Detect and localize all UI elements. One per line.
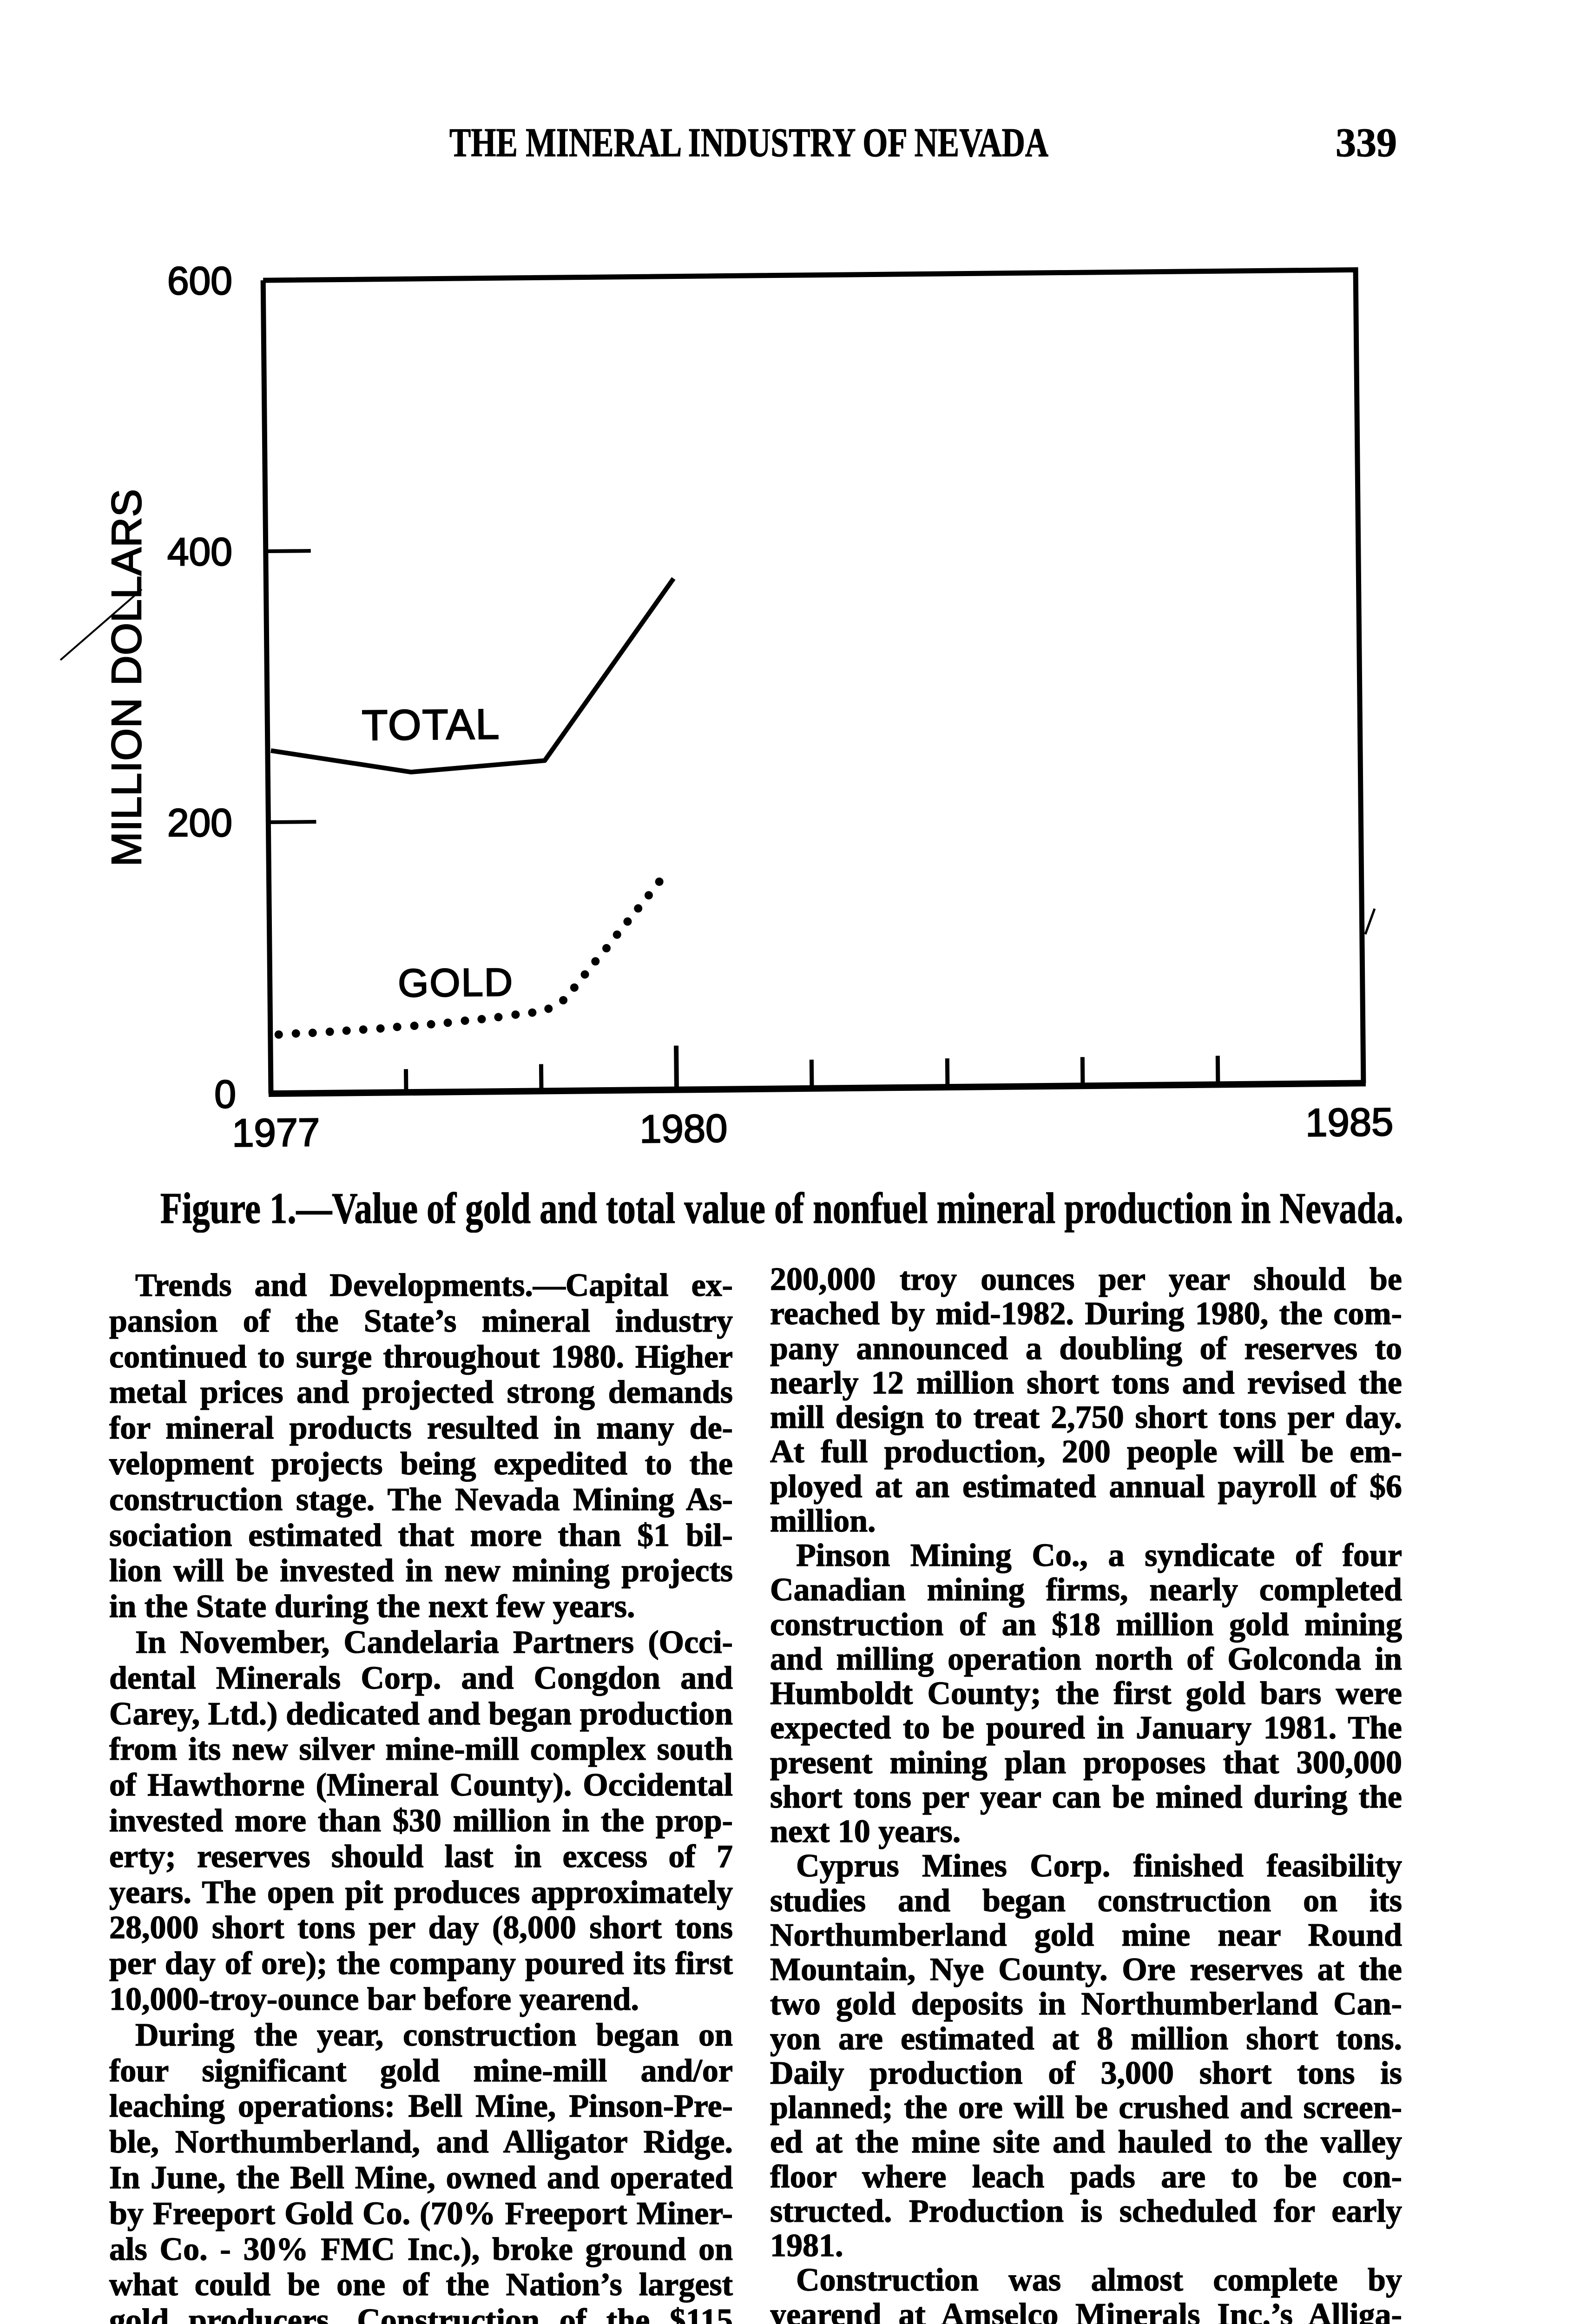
svg-text:1980: 1980 — [639, 1107, 728, 1152]
svg-text:1985: 1985 — [1305, 1100, 1394, 1145]
svg-text:400: 400 — [167, 530, 232, 574]
svg-text:MILLION DOLLARS: MILLION DOLLARS — [104, 489, 150, 867]
svg-text:1977: 1977 — [232, 1110, 320, 1155]
svg-text:600: 600 — [167, 259, 232, 303]
svg-text:200: 200 — [167, 801, 232, 845]
svg-text:GOLD: GOLD — [398, 960, 514, 1005]
svg-text:TOTAL: TOTAL — [362, 700, 500, 749]
svg-text:0: 0 — [214, 1072, 236, 1116]
